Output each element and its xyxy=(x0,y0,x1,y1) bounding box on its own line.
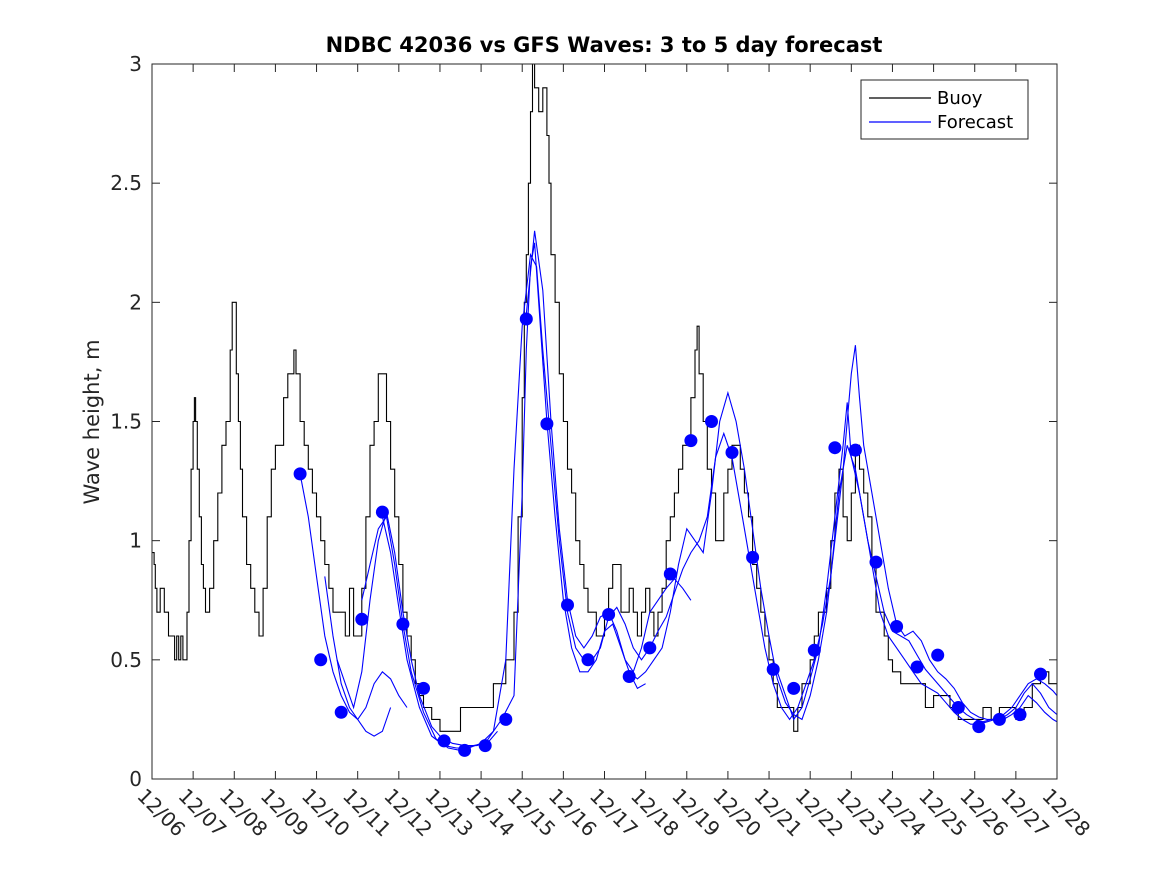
forecast-marker xyxy=(458,743,472,757)
forecast-marker xyxy=(705,415,718,428)
legend-box xyxy=(860,79,1029,140)
forecast-marker xyxy=(992,712,1006,726)
forecast-marker xyxy=(602,608,616,621)
forecast-marker xyxy=(951,701,965,714)
forecast-marker xyxy=(890,620,904,633)
forecast-marker xyxy=(622,670,636,683)
forecast-marker xyxy=(869,555,883,569)
series-forecast-line xyxy=(324,576,392,737)
y-tick-label: 1 xyxy=(129,529,142,553)
legend-forecast-label: Forecast xyxy=(937,112,1013,133)
plot-area xyxy=(152,64,1057,757)
forecast-marker xyxy=(746,550,760,564)
forecast-marker xyxy=(334,705,348,719)
forecast-marker xyxy=(807,643,821,657)
y-tick-label: 2 xyxy=(129,290,142,314)
forecast-marker xyxy=(848,443,862,457)
forecast-marker xyxy=(931,648,945,662)
series-forecast-line xyxy=(361,242,646,751)
forecast-marker xyxy=(828,441,842,455)
y-axis-label: Wave height, m xyxy=(80,339,104,504)
forecast-marker xyxy=(396,617,410,631)
forecast-marker xyxy=(725,446,739,459)
forecast-marker xyxy=(766,662,780,676)
axes-box xyxy=(151,63,1058,780)
y-tick-labels: 0 0.5 1 1.5 2 2.5 3 xyxy=(110,52,142,791)
forecast-marker xyxy=(581,653,595,667)
forecast-marker xyxy=(663,567,677,581)
forecast-marker xyxy=(519,312,533,326)
forecast-marker xyxy=(375,505,389,519)
chart-title: NDBC 42036 vs GFS Waves: 3 to 5 day fore… xyxy=(326,33,883,57)
forecast-marker xyxy=(684,434,698,448)
forecast-marker xyxy=(972,720,986,734)
legend-buoy-label: Buoy xyxy=(937,88,983,109)
forecast-marker xyxy=(478,739,492,753)
forecast-marker xyxy=(910,660,924,674)
forecast-marker xyxy=(499,712,513,726)
forecast-marker xyxy=(1034,667,1047,681)
y-tick-label: 2.5 xyxy=(110,171,142,195)
forecast-marker xyxy=(643,641,657,655)
axis-ticks xyxy=(151,63,1058,780)
forecast-marker xyxy=(787,681,801,695)
forecast-marker xyxy=(293,467,307,481)
legend: Buoy Forecast xyxy=(860,79,1029,140)
y-tick-label: 0 xyxy=(129,767,142,791)
y-tick-label: 1.5 xyxy=(110,410,142,434)
forecast-marker xyxy=(314,653,328,667)
forecast-marker xyxy=(417,681,430,695)
y-tick-label: 0.5 xyxy=(110,648,142,672)
series-forecast-line xyxy=(776,402,1057,723)
series-forecast-line xyxy=(299,473,408,721)
series-forecast-line xyxy=(628,345,1057,723)
forecast-marker xyxy=(355,612,369,626)
forecast-marker xyxy=(437,734,451,748)
forecast-marker xyxy=(561,598,574,612)
y-tick-label: 3 xyxy=(129,52,142,76)
forecast-marker xyxy=(1013,708,1027,722)
forecast-marker xyxy=(540,417,554,431)
